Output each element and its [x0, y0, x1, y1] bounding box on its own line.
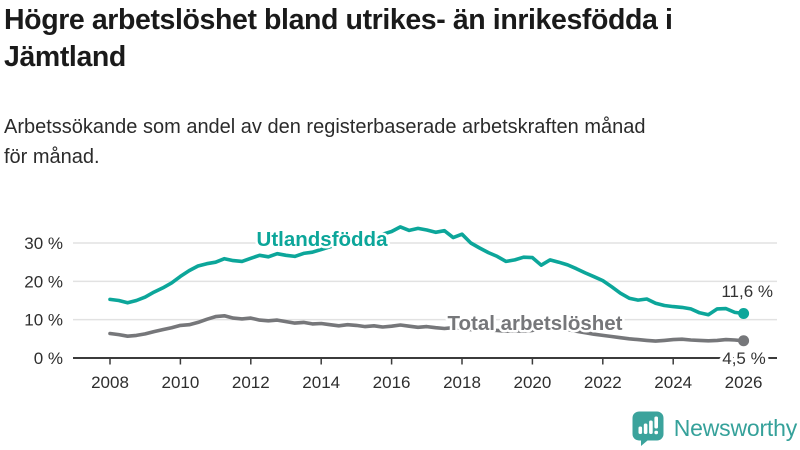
y-tick-label: 10 % — [24, 311, 63, 330]
newsworthy-logo-text: Newsworthy — [673, 414, 797, 441]
series-label-total-arbetsloshet: Total arbetslöshet — [447, 312, 622, 335]
x-tick-label: 2010 — [161, 373, 199, 392]
x-tick-label: 2014 — [302, 373, 340, 392]
series-end-dot-total-arbetsloshet — [738, 335, 750, 347]
x-tick-label: 2022 — [584, 373, 622, 392]
x-tick-label: 2008 — [91, 373, 129, 392]
series-line-utlandsfodda — [108, 225, 746, 317]
series-line-total-arbetsloshet — [108, 314, 746, 343]
x-tick-label: 2012 — [232, 373, 270, 392]
x-tick-label: 2020 — [513, 373, 551, 392]
y-tick-label: 30 % — [24, 234, 63, 253]
series-end-dot-utlandsfodda — [738, 308, 750, 320]
newsworthy-logo: Newsworthy — [631, 410, 797, 446]
series-label-utlandsfodda: Utlandsfödda — [257, 228, 389, 251]
x-tick-label: 2024 — [654, 373, 692, 392]
chart-title: Högre arbetslöshet bland utrikes- än inr… — [4, 4, 673, 73]
y-tick-label: 20 % — [24, 272, 63, 291]
newsworthy-logo-icon — [632, 411, 664, 446]
series-end-value-utlandsfodda: 11,6 % — [721, 282, 773, 301]
series-end-value-total-arbetsloshet: 4,5 % — [722, 349, 765, 368]
x-tick-label: 2018 — [443, 373, 481, 392]
x-tick-label: 2016 — [373, 373, 411, 392]
y-tick-label: 0 % — [34, 349, 63, 368]
chart-subtitle: Arbetssökande som andel av den registerb… — [4, 116, 646, 168]
x-tick-label: 2026 — [725, 373, 763, 392]
